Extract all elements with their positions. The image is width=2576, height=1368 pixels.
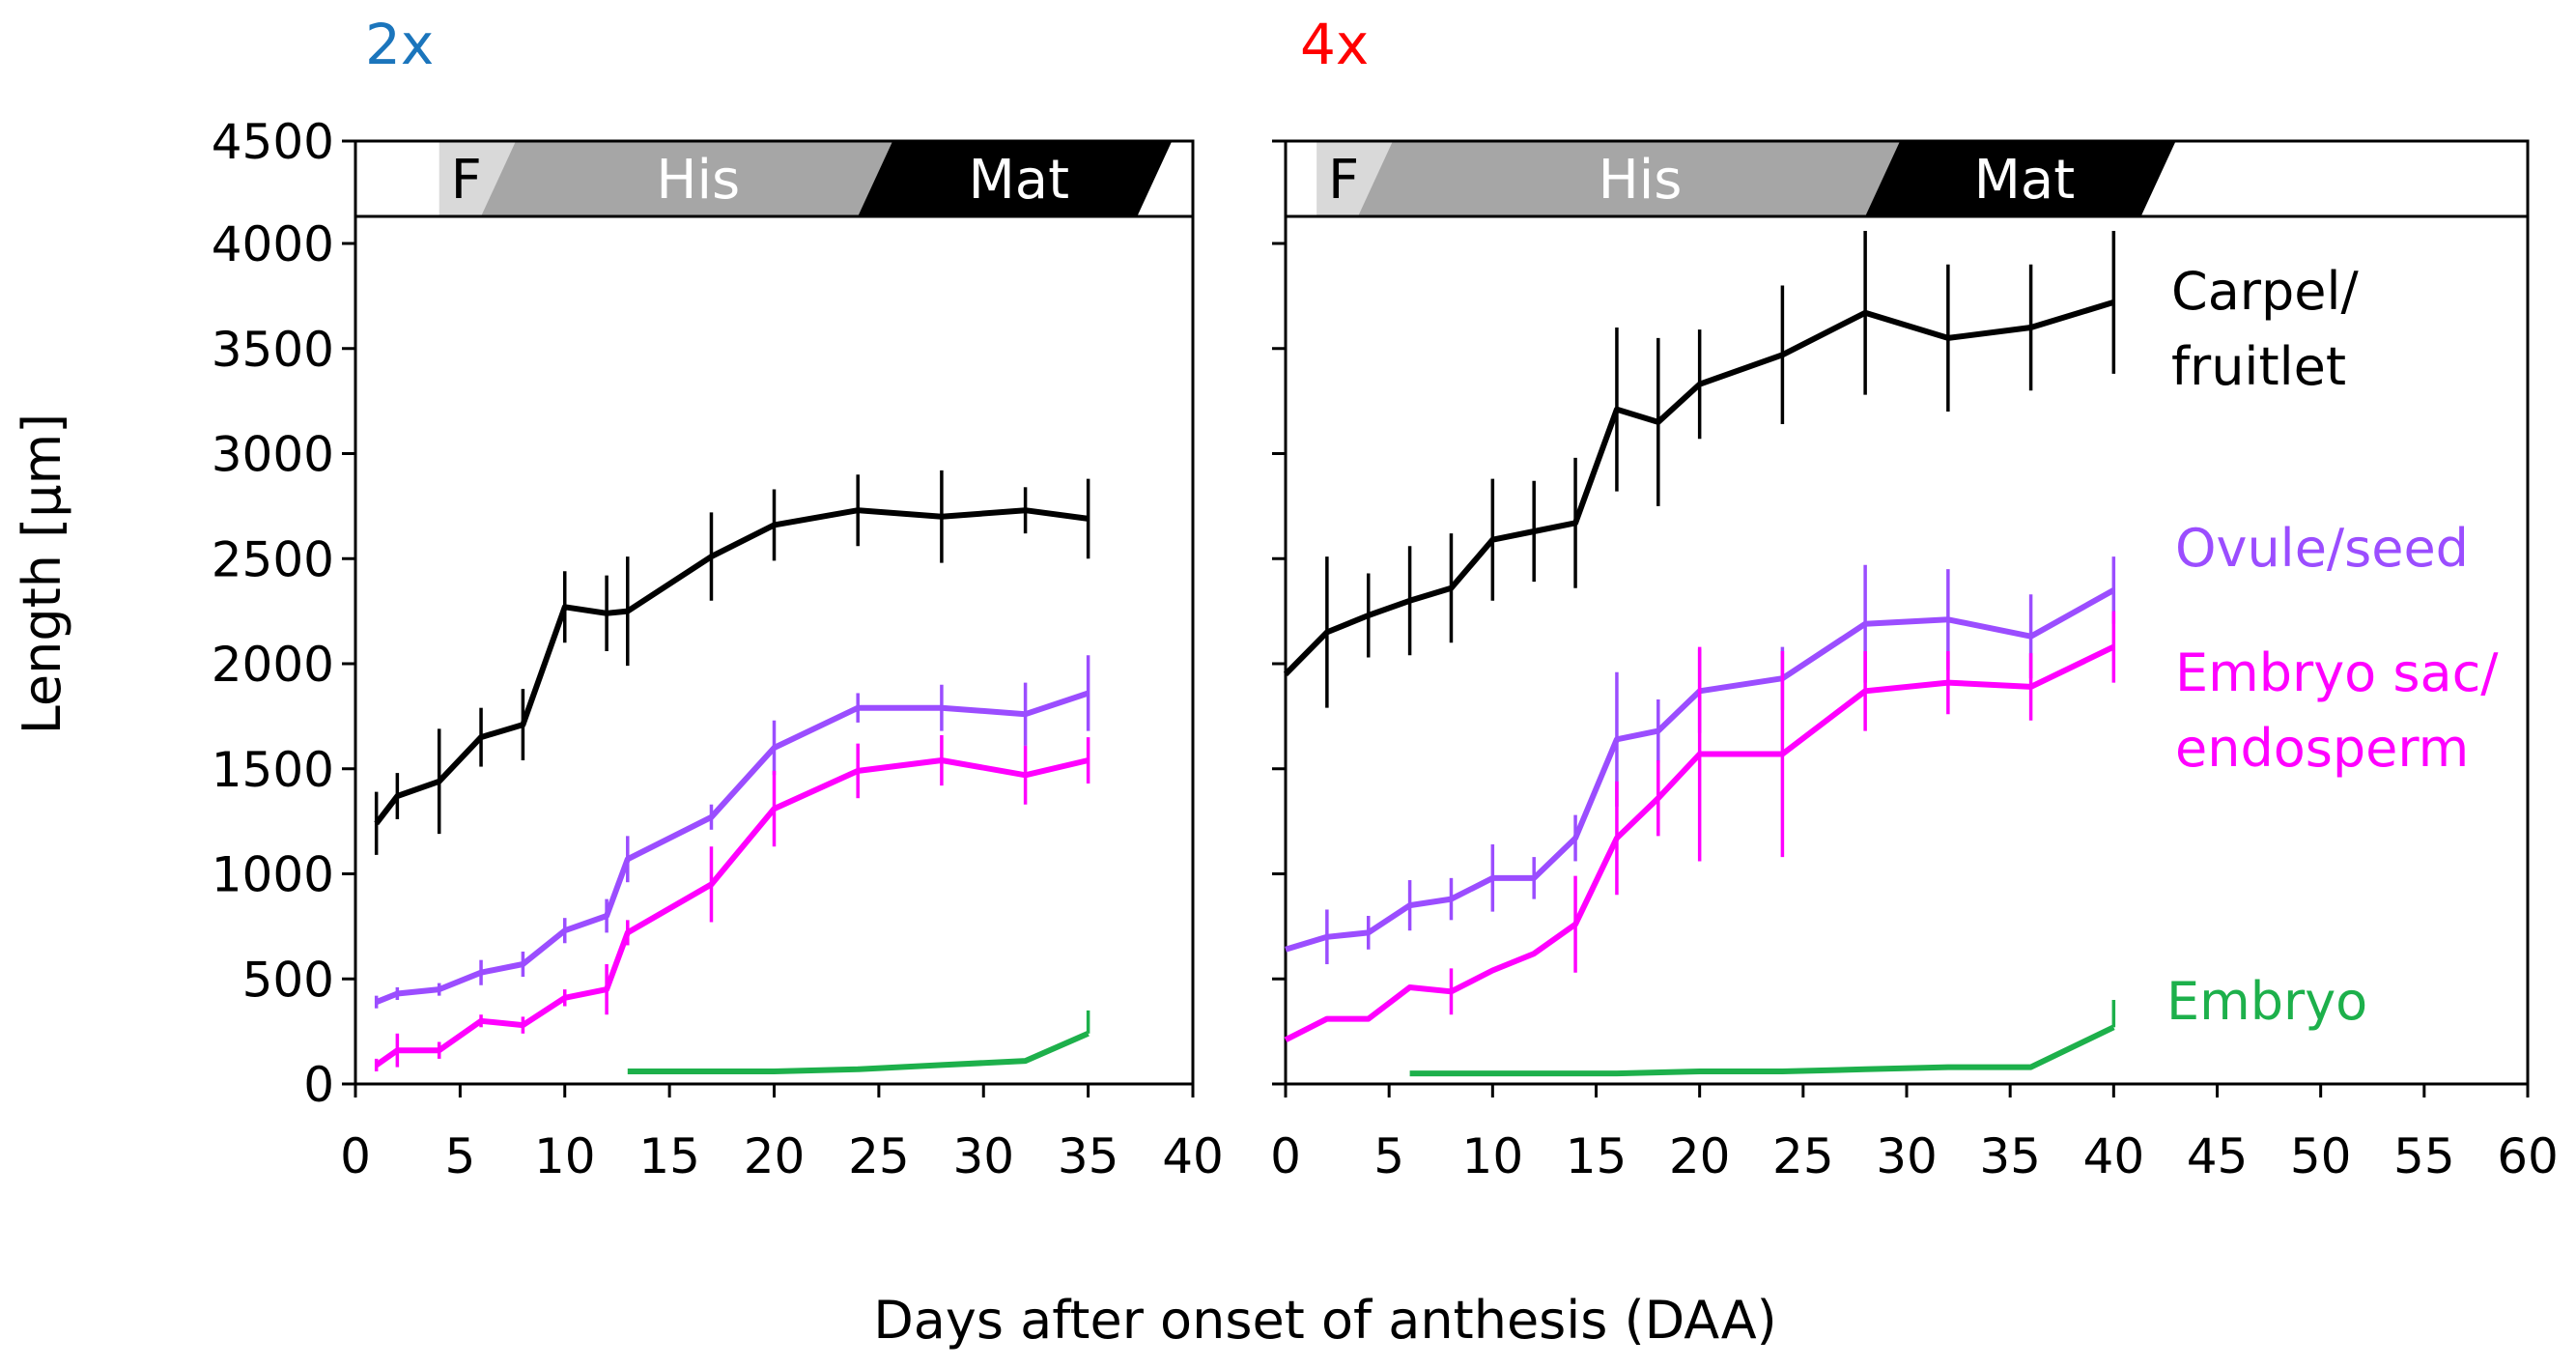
x-tick-label: 15 [638,1128,700,1184]
x-ticks: 0 5 10 15 20 25 30 35 40 45 50 55 60 [1270,1084,2559,1184]
stage-mat [1865,141,2176,216]
y-tick-label: 0 [303,1057,334,1113]
series-line-carpel [1283,299,2115,677]
y-tick-label: 2000 [212,637,334,693]
stage-band: F His Mat [1316,141,2176,216]
x-ticks: 0 5 10 15 20 25 30 35 40 [340,1084,1224,1184]
series-embryo-sac [374,734,1090,1071]
series-line-embryo [627,1031,1090,1074]
x-tick-label: 10 [534,1128,596,1184]
panel-title-2x: 2x [365,12,434,77]
x-tick-label: 5 [444,1128,475,1184]
stage-f [439,141,524,216]
series-line-carpel [374,507,1089,826]
series-embryo [627,1010,1090,1074]
stage-label-f: F [1328,149,1359,212]
x-tick-label: 0 [340,1128,371,1184]
series-line-embryo [1409,1024,2115,1077]
legend-embryo-sac-line2: endosperm [2175,718,2469,779]
y-tick-label: 2500 [212,531,334,587]
stage-label-mat: Mat [1974,149,2076,212]
legend-carpel-line2: fruitlet [2171,336,2346,397]
x-axis-label: Days after onset of anthesis (DAA) [873,1290,1777,1351]
x-tick-label: 30 [952,1128,1014,1184]
series-line-embryo-sac [374,757,1090,1068]
series-ovule [374,655,1090,1009]
panel-4x: 4x F His Mat 0 5 10 15 20 25 30 35 40 45 50 55 60 [1270,12,2559,1184]
y-tick-label: 500 [242,952,334,1008]
panel-title-4x: 4x [1300,12,1369,77]
x-tick-label: 50 [2290,1128,2352,1184]
x-tick-label: 45 [2187,1128,2249,1184]
y-axis-label: Length [µm] [12,413,72,735]
y-tick-label: 3500 [212,322,334,378]
x-tick-label: 35 [1979,1128,2041,1184]
x-tick-label: 55 [2393,1128,2455,1184]
series-embryo-sac [1284,611,2116,1042]
x-tick-label: 20 [744,1128,806,1184]
y-ticks [1272,139,1286,1086]
x-tick-label: 5 [1373,1128,1404,1184]
legend-embryo: Embryo [2166,971,2367,1032]
labels-layer: Length [µm] Days after onset of anthesis… [12,261,2499,1351]
x-tick-label: 20 [1669,1128,1731,1184]
x-tick-label: 15 [1566,1128,1628,1184]
series-carpel [374,470,1090,855]
legend-embryo-sac-line1: Embryo sac/ [2175,642,2499,703]
x-tick-label: 0 [1270,1128,1301,1184]
x-tick-label: 25 [1772,1128,1834,1184]
stage-label-f: F [451,149,482,212]
y-tick-label: 1500 [212,742,334,798]
stage-his [481,141,900,216]
y-tick-label: 4500 [212,114,334,170]
series-line-embryo-sac [1284,643,2115,1042]
plot-frame [354,139,1195,1086]
y-ticks: 0 500 1000 1500 2000 2500 3000 3500 4000 4500 [212,114,355,1113]
series-carpel [1283,230,2116,708]
x-tick-label: 40 [1162,1128,1224,1184]
x-tick-label: 40 [2083,1128,2145,1184]
series-line-ovule [375,690,1090,1005]
x-tick-label: 35 [1058,1128,1119,1184]
series-line-ovule [1285,587,2115,953]
stage-label-his: His [1599,149,1683,212]
panel-2x: 2xF His Mat0500100015002000250030003500400… [212,12,1224,1184]
x-tick-label: 25 [848,1128,910,1184]
stage-mat [858,141,1173,216]
x-tick-label: 10 [1462,1128,1524,1184]
stage-his [1358,141,1907,216]
series-embryo [1409,1000,2116,1077]
legend-carpel-line1: Carpel/ [2171,261,2360,322]
y-tick-label: 4000 [212,216,334,272]
legend-ovule: Ovule/seed [2175,518,2469,579]
y-tick-label: 1000 [212,847,334,903]
x-tick-label: 60 [2497,1128,2559,1184]
y-tick-label: 3000 [212,427,334,483]
stage-label-mat: Mat [968,149,1069,212]
stage-band: F His Mat [439,141,1173,216]
stage-label-his: His [656,149,740,212]
x-tick-label: 30 [1876,1128,1938,1184]
